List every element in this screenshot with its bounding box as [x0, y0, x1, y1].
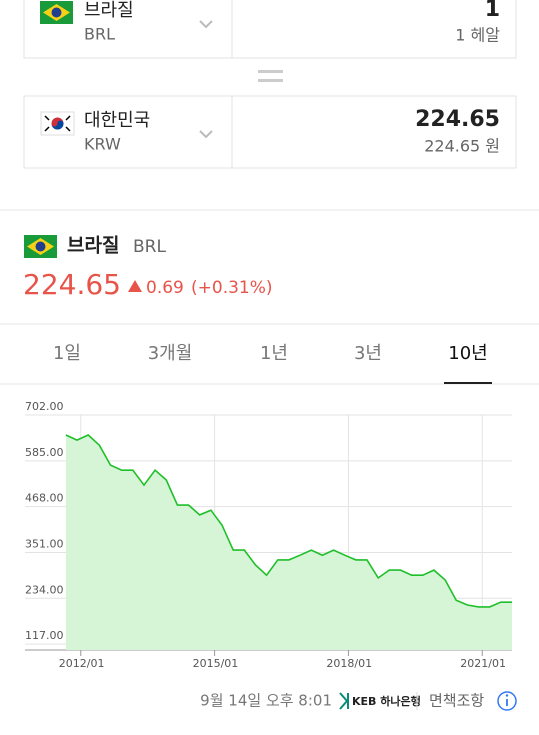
tab[interactable]: 3개월	[148, 343, 193, 364]
rate-change: 0.69	[146, 278, 184, 298]
from-amount-label: 1 헤알	[455, 26, 500, 45]
to-amount-label: 224.65 원	[424, 137, 500, 156]
tab-underline	[444, 382, 492, 384]
y-tick-label: 468.00	[25, 492, 64, 505]
from-amount: 1	[485, 0, 500, 22]
info-icon[interactable]	[497, 691, 517, 711]
y-tick-label: 351.00	[25, 537, 64, 550]
from-code: BRL	[84, 25, 115, 44]
equals	[258, 70, 283, 73]
update-time: 9월 14일 오후 8:01	[200, 692, 332, 710]
equals	[258, 79, 283, 82]
tabs: 1일 3개월 1년 3년 10년	[53, 343, 492, 384]
from-box[interactable]	[23, 0, 517, 59]
rate-name: 브라질	[67, 235, 119, 257]
x-tick-label: 2018/01	[326, 657, 372, 670]
tab[interactable]: 3년	[354, 343, 382, 364]
tab[interactable]: 10년	[448, 343, 487, 364]
up-arrow	[128, 280, 142, 292]
x-tick-label: 2015/01	[193, 657, 239, 670]
y-tick-label: 117.00	[25, 629, 64, 642]
y-tick-label: 234.00	[25, 583, 64, 596]
korea-flag	[40, 111, 75, 136]
y-tick-label: 585.00	[25, 446, 64, 459]
to-amount: 224.65	[415, 107, 500, 132]
rate-price: 224.65	[23, 268, 121, 301]
area	[65, 435, 512, 650]
y-tick-label: 702.00	[25, 400, 64, 413]
brazil-flag	[24, 235, 57, 258]
rate-change-pct: (+0.31%)	[191, 278, 273, 298]
chevron[interactable]	[199, 20, 213, 29]
to-code: KRW	[84, 135, 121, 154]
x-tick-label: 2012/01	[59, 657, 105, 670]
x-tick-label: 2021/01	[460, 657, 506, 670]
bank-logo	[339, 692, 349, 710]
brazil-flag	[40, 1, 73, 24]
line	[65, 434, 512, 608]
rate-code: BRL	[133, 237, 166, 257]
chevron[interactable]	[199, 130, 213, 139]
to-box[interactable]	[23, 95, 517, 169]
from-name: 브라질	[84, 0, 134, 21]
tab[interactable]: 1년	[260, 343, 288, 364]
provider: KEB 하나은행	[352, 694, 421, 708]
chart: 117.00 234.00 351.00 468.00 585.00 702.00 2012…	[25, 400, 512, 670]
disclaimer[interactable]: 면책조항	[429, 692, 484, 710]
tab[interactable]: 1일	[53, 343, 81, 364]
to-name: 대한민국	[84, 110, 150, 131]
